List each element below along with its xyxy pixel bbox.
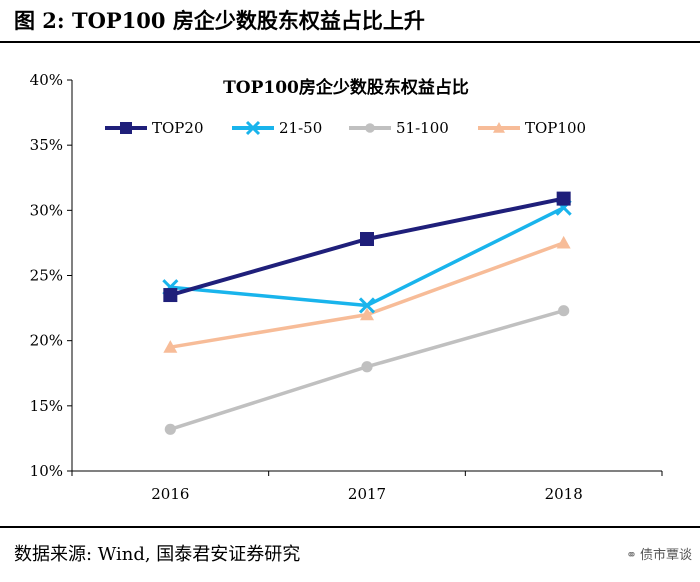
series-top100: [163, 235, 571, 353]
chart-axes: 10% 15% 20% 25% 30% 35% 40% 2016 2017 2018: [30, 71, 663, 503]
legend-marker-51-100: [365, 123, 375, 133]
series-top20: [163, 191, 571, 303]
point-top100-2017: [360, 307, 374, 321]
watermark-text: 债市覃谈: [639, 548, 692, 563]
x-tick-label: 2017: [348, 485, 386, 503]
y-tick-label: 25%: [30, 267, 63, 285]
point-top20-2017: [360, 232, 374, 247]
y-tick-label: 35%: [30, 136, 63, 154]
top-rule: [0, 41, 700, 43]
legend-label-top100: TOP100: [525, 119, 586, 137]
series-line-top20: [169, 196, 565, 297]
point-51-100-2017: [361, 361, 373, 373]
figure-title: 图 2: TOP100 房企少数股东权益占比上升: [14, 8, 425, 33]
bottom-rule: [0, 526, 700, 528]
chart-title: TOP100房企少数股东权益占比: [223, 77, 469, 98]
wechat-icon: ⚭: [626, 548, 637, 563]
point-top20-2016: [163, 288, 178, 303]
series-21-50: [162, 199, 572, 314]
legend-item-51-100: 51-100: [349, 119, 449, 137]
legend-item-top20: TOP20: [105, 119, 203, 137]
point-21-50-2017: [358, 297, 376, 314]
y-tick-label: 30%: [30, 201, 63, 219]
legend-label-51-100: 51-100: [396, 119, 449, 137]
legend-marker-top20: [120, 122, 132, 134]
series-51-100: [164, 305, 570, 435]
y-tick-label: 20%: [30, 332, 63, 350]
legend-item-21-50: 21-50: [232, 119, 322, 137]
point-top20-2018: [556, 191, 571, 206]
watermark: ⚭ 债市覃谈: [626, 544, 692, 563]
legend-marker-top100: [493, 122, 505, 133]
point-top100-2018: [556, 235, 571, 249]
chart-legend: TOP20 21-50 51-100 TOP100: [105, 119, 586, 137]
chart-series: [162, 191, 572, 435]
legend-label-21-50: 21-50: [279, 119, 322, 137]
legend-marker-21-50: [245, 120, 261, 136]
y-tick-label: 10%: [30, 462, 63, 480]
line-chart: TOP100房企少数股东权益占比 TOP20 21-50 51-100 TOP100 …: [30, 71, 663, 503]
point-21-50-2017-stroke-b: [358, 297, 376, 314]
y-tick-label: 15%: [30, 397, 63, 415]
series-line-top100: [170, 241, 565, 349]
legend-item-top100: TOP100: [478, 119, 586, 137]
point-top100-2016: [163, 340, 178, 353]
legend-marker-21-50-stroke-b: [245, 120, 261, 136]
y-tick-label: 40%: [30, 71, 63, 89]
series-line-21-50: [170, 206, 565, 308]
point-51-100-2016: [164, 423, 176, 435]
x-tick-label: 2016: [151, 485, 189, 503]
legend-label-top20: TOP20: [152, 119, 203, 137]
x-tick-label: 2018: [545, 485, 583, 503]
source-note: 数据来源: Wind, 国泰君安证券研究: [14, 544, 301, 565]
point-51-100-2018: [558, 305, 570, 317]
